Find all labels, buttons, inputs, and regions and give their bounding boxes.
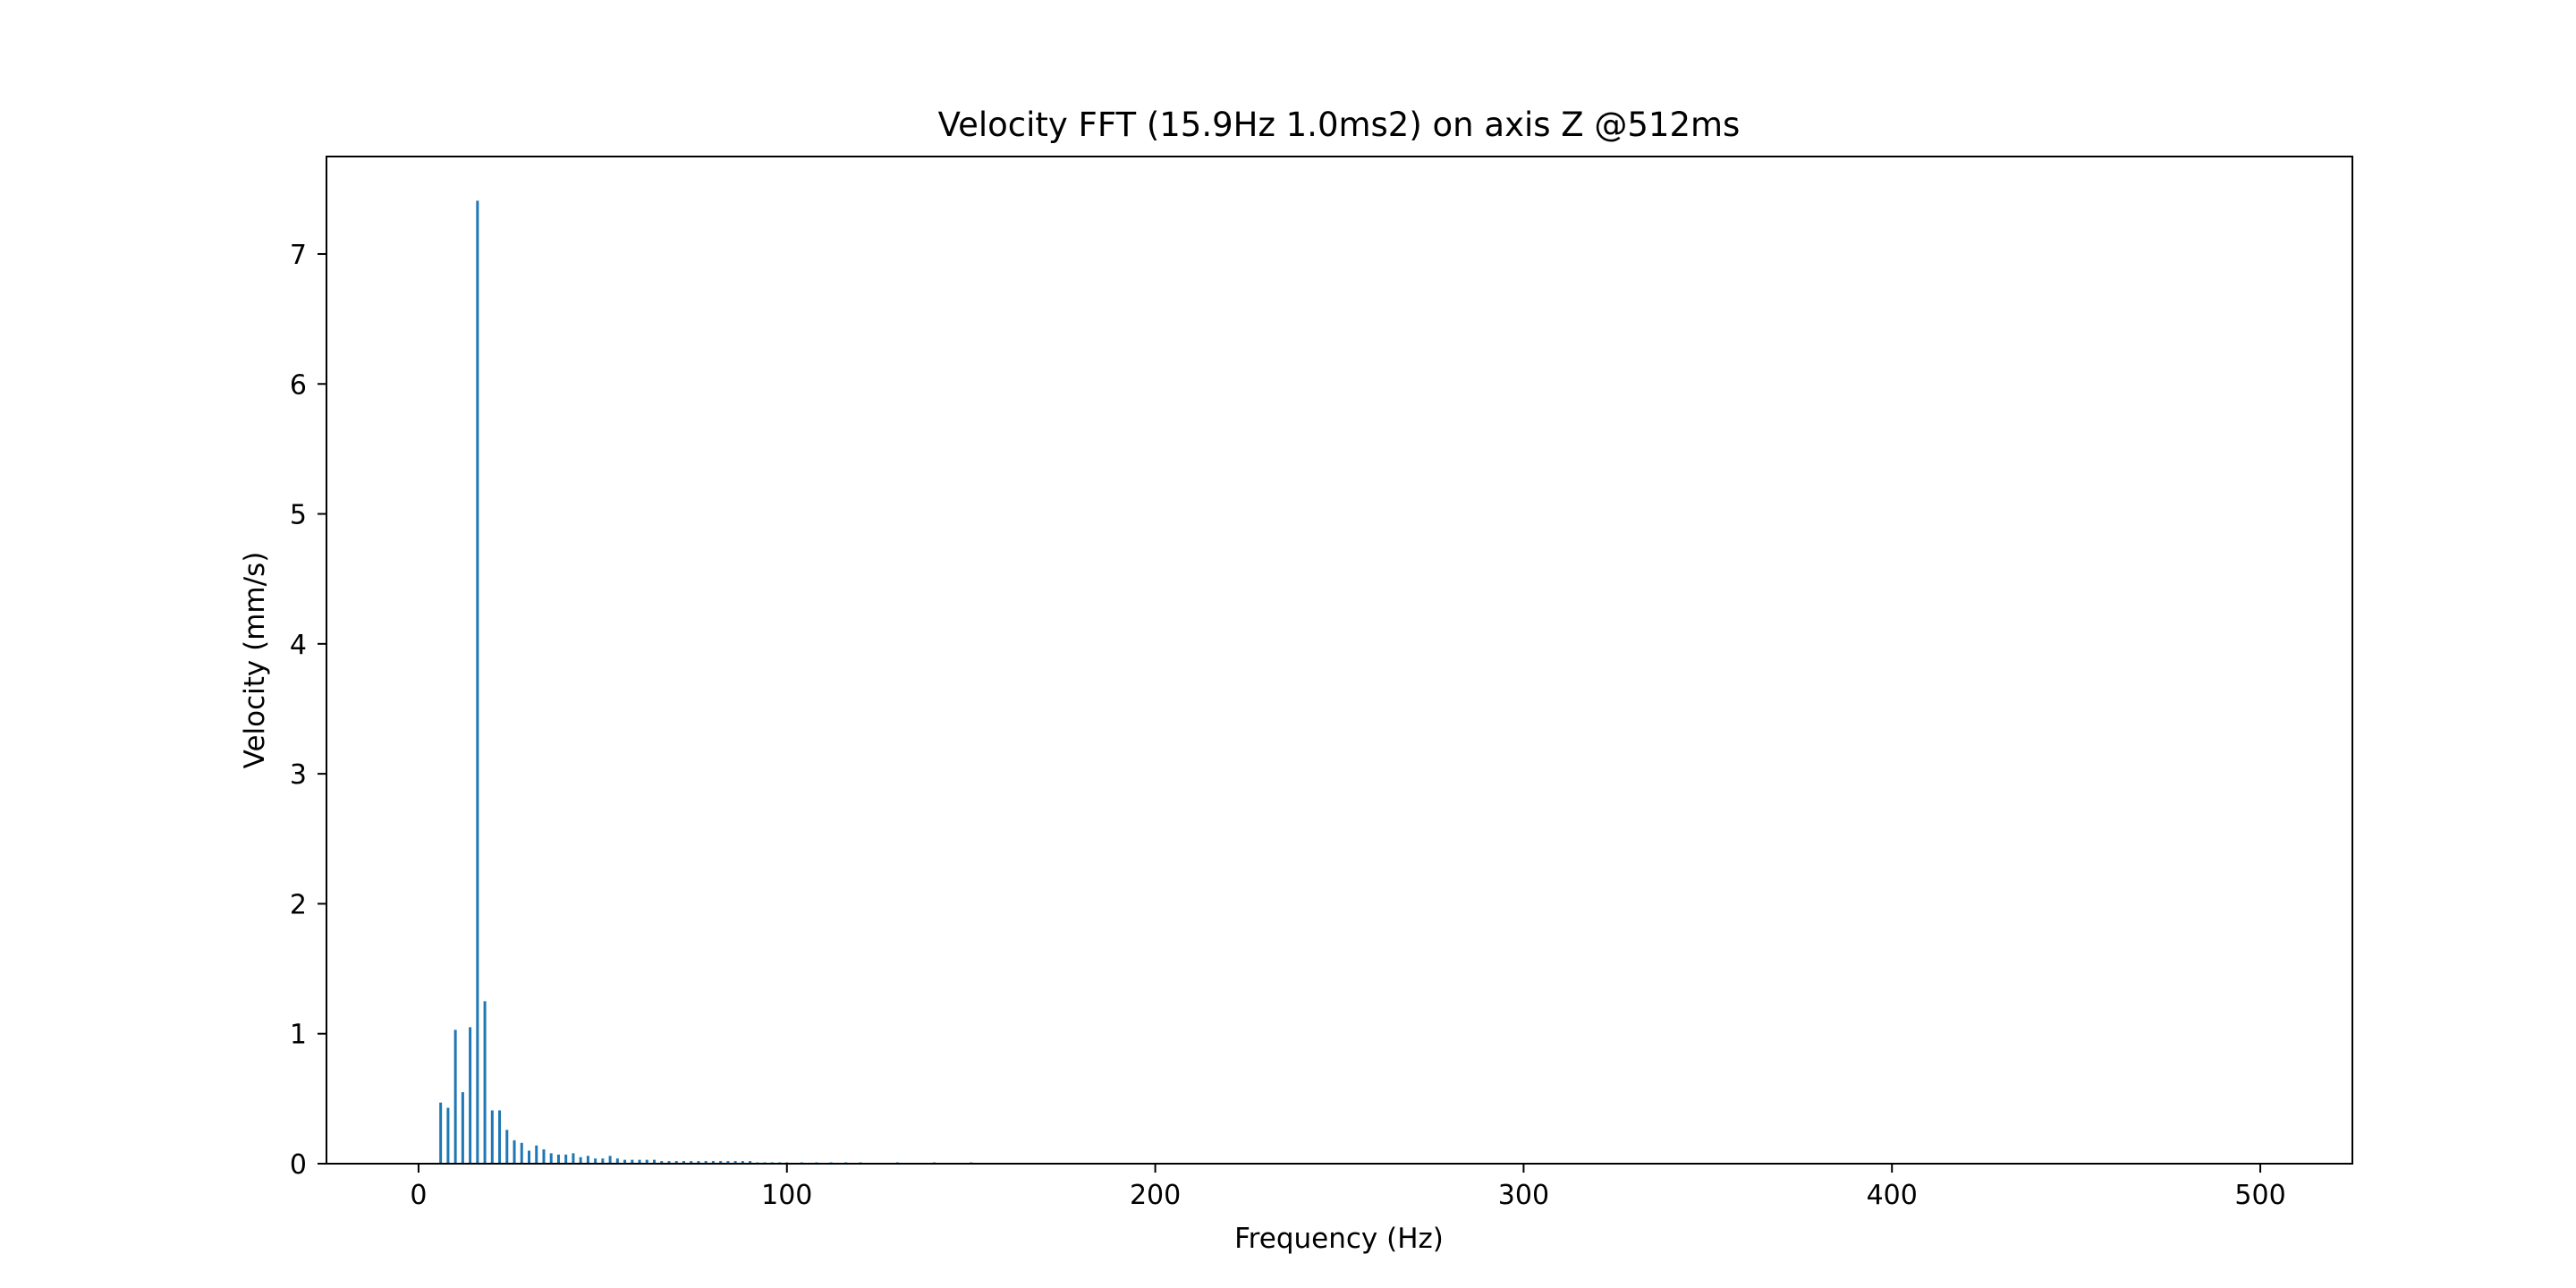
bar [733,1161,737,1164]
y-tick-label: 3 [290,759,307,791]
bar [483,1001,487,1164]
y-axis-label: Velocity (mm/s) [239,552,271,769]
chart-title: Velocity FFT (15.9Hz 1.0ms2) on axis Z @… [938,106,1741,144]
x-axis-label: Frequency (Hz) [1234,1223,1444,1255]
plot-area [326,157,2352,1164]
bar [453,1030,457,1164]
bar [726,1161,730,1164]
x-tick-label: 500 [2234,1180,2285,1211]
x-axis: 0 100 200 300 400 500 [410,1164,2286,1211]
bar [711,1161,715,1164]
plot-frame [326,156,2353,1165]
y-tick-label: 2 [290,889,307,920]
bar [594,1158,597,1164]
y-axis: 0 1 2 3 4 5 6 7 [290,240,326,1181]
bar [697,1161,700,1164]
y-tick-label: 7 [290,240,307,271]
bar [601,1158,605,1164]
bar [439,1102,443,1164]
bar [586,1156,589,1164]
bar [690,1161,693,1164]
bar [572,1153,575,1164]
bar [513,1140,516,1164]
bar [556,1154,560,1164]
x-tick-label: 300 [1498,1180,1549,1211]
y-tick-label: 1 [290,1020,307,1051]
bar [631,1159,634,1164]
x-tick-label: 0 [410,1180,427,1211]
bar [490,1110,494,1164]
y-tick-label: 5 [290,500,307,531]
bar [535,1145,538,1164]
x-tick-label: 200 [1130,1180,1181,1211]
bar [741,1161,744,1164]
bar [638,1159,641,1164]
x-tick-label: 400 [1867,1180,1918,1211]
y-tick-label: 4 [290,630,307,661]
bar [505,1130,509,1164]
bar [682,1161,685,1164]
bar [520,1142,523,1164]
bar [498,1110,502,1164]
bar [608,1156,612,1164]
bar [469,1027,472,1164]
bar [645,1159,648,1164]
bar [704,1161,708,1164]
bar [476,200,479,1164]
bar [446,1107,450,1164]
bar [719,1161,723,1164]
bar-series [439,200,973,1164]
bar [579,1157,582,1164]
y-tick-label: 6 [290,369,307,401]
bar [653,1159,657,1164]
bar [528,1150,530,1164]
y-tick-label: 0 [290,1149,307,1181]
bar [461,1092,464,1164]
bar [623,1159,627,1164]
bar [564,1154,568,1164]
bar [660,1161,664,1164]
bar [674,1161,678,1164]
bar [667,1161,671,1164]
bar [549,1153,553,1164]
bar [749,1161,752,1164]
bar [615,1158,619,1164]
bar [542,1149,546,1164]
x-tick-label: 100 [761,1180,812,1211]
